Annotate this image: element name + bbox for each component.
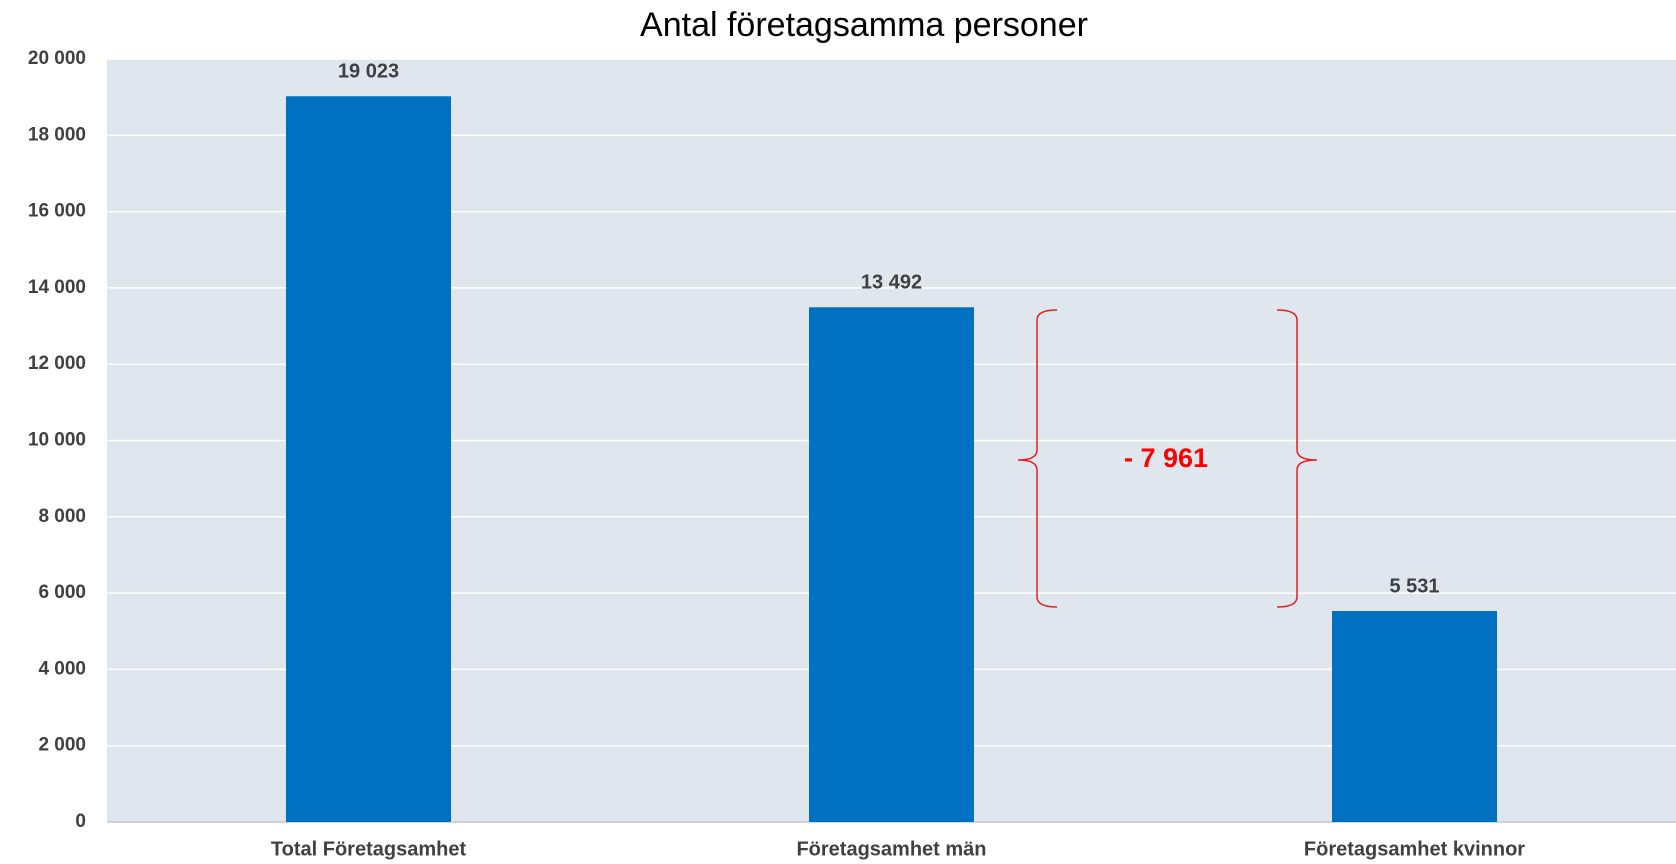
chart-title: Antal företagsamma personer [640, 6, 1088, 44]
value-label: 13 492 [861, 272, 922, 294]
y-tick-label: 0 [75, 811, 86, 832]
y-tick-label: 2 000 [38, 735, 86, 756]
x-tick-label: Företagsamhet kvinnor [1304, 838, 1525, 860]
x-tick-label: Total Företagsamhet [271, 838, 467, 860]
y-tick-label: 12 000 [28, 353, 86, 374]
y-tick-label: 8 000 [38, 506, 86, 527]
bar [809, 307, 974, 822]
y-tick-label: 18 000 [28, 124, 86, 145]
value-label: 19 023 [338, 61, 399, 83]
y-tick-label: 6 000 [38, 582, 86, 603]
bar [1332, 610, 1497, 822]
y-tick-label: 4 000 [38, 658, 86, 679]
brace-right [1276, 309, 1318, 608]
brace-left [1017, 309, 1058, 608]
value-label: 5 531 [1389, 575, 1439, 597]
annotation: - 7 961 [1124, 443, 1208, 473]
x-tick-label: Företagsamhet män [796, 838, 986, 860]
y-tick-label: 14 000 [28, 277, 86, 298]
y-tick-label: 20 000 [28, 48, 86, 69]
y-tick-label: 16 000 [28, 201, 86, 222]
y-tick-label: 10 000 [28, 430, 86, 451]
bar [286, 96, 451, 822]
